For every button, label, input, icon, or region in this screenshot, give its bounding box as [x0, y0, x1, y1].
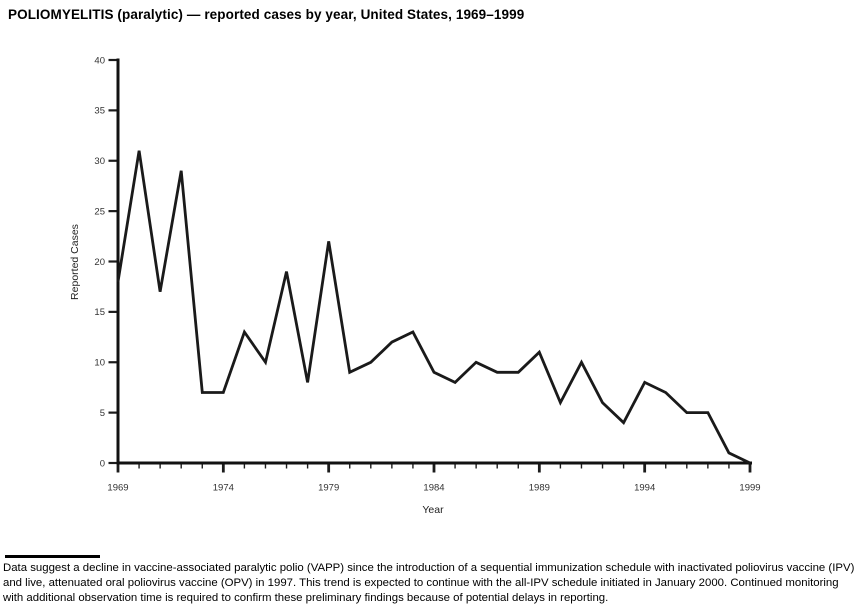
y-tick-label: 30: [94, 156, 105, 167]
y-tick-label: 40: [94, 55, 105, 66]
y-tick-label: 25: [94, 206, 105, 217]
x-axis-title: Year: [422, 504, 444, 516]
axis-ticks: 0 5 10 15 20 25 30 35 40 1969 1974 1979 1984 1989 1994…: [94, 55, 760, 493]
y-tick-label: 35: [94, 106, 105, 117]
y-tick-label: 20: [94, 257, 105, 268]
x-tick-label: 1984: [423, 483, 444, 494]
footnote-divider: [5, 555, 100, 558]
x-tick-label: 1999: [739, 483, 760, 494]
x-tick-label: 1969: [107, 483, 128, 494]
chart-title: POLIOMYELITIS (paralytic) — reported cas…: [8, 7, 525, 22]
polio-line-chart: 0 5 10 15 20 25 30 35 40 1969 1974 1979 1984 1989 1994…: [69, 55, 761, 516]
data-line: [116, 150, 751, 465]
y-axis-title: Reported Cases: [69, 224, 81, 300]
y-tick-label: 15: [94, 307, 105, 318]
y-tick-label: 10: [94, 358, 105, 369]
x-tick-label: 1989: [529, 483, 550, 494]
y-tick-label: 0: [100, 458, 105, 469]
y-tick-label: 5: [100, 408, 105, 419]
x-tick-label: 1979: [318, 483, 339, 494]
x-tick-label: 1974: [213, 483, 234, 494]
footnote-text: Data suggest a decline in vaccine-associ…: [3, 562, 855, 604]
x-tick-label: 1994: [634, 483, 655, 494]
